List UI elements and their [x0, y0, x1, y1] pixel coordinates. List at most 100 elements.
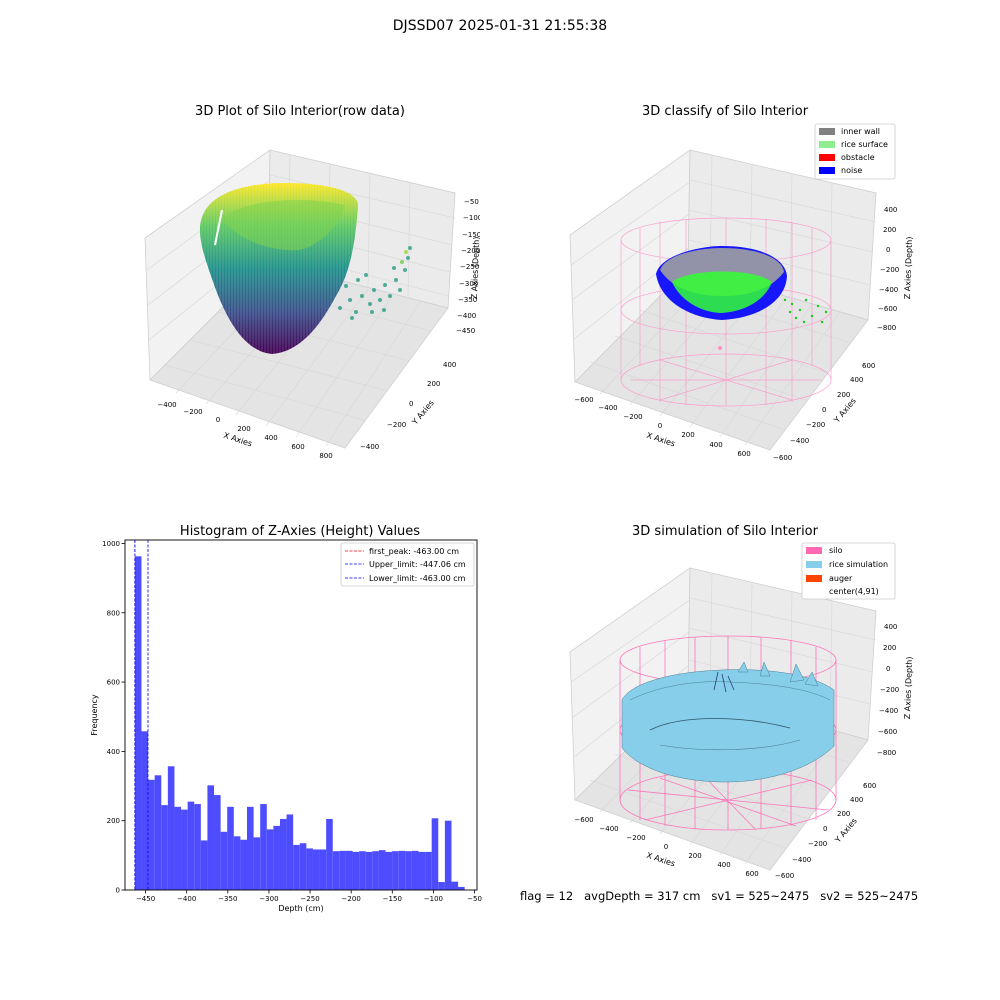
- histogram-bar: [227, 806, 234, 890]
- legend-label: Upper_limit: -447.06 cm: [369, 560, 466, 569]
- p4-ytick: −600: [775, 872, 794, 880]
- histogram-ytick-label: 200: [107, 817, 120, 825]
- histogram-ytick-label: 600: [107, 679, 120, 687]
- histogram-bar: [181, 809, 188, 890]
- legend-label: Lower_limit: -463.00 cm: [369, 574, 466, 583]
- p1-xtick: −200: [183, 408, 202, 416]
- legend-label: rice simulation: [829, 560, 888, 569]
- histogram-bars: [134, 556, 465, 890]
- histogram-bar: [260, 804, 267, 890]
- panel4-legend: silo rice simulation auger center(4,91): [801, 542, 896, 600]
- panel2-noise-points: [783, 298, 828, 324]
- histogram-bar: [200, 840, 208, 890]
- histogram-ytick-label: 400: [107, 748, 120, 756]
- p2-ztick: −400: [879, 286, 898, 294]
- p4-ztick: −200: [880, 686, 899, 694]
- p2-ztick: −800: [877, 324, 896, 332]
- p1-ztick: −150: [462, 231, 480, 239]
- histogram-bar: [359, 851, 366, 890]
- histogram-xlabel: Depth (cm): [278, 904, 323, 913]
- histogram-xtick-label: −200: [342, 895, 361, 903]
- p4-ytick: 200: [837, 810, 850, 818]
- histogram-bar: [398, 850, 406, 890]
- p4-xtick: 200: [688, 852, 701, 860]
- legend-swatch-silo: [806, 547, 822, 554]
- p2-ylabel: Y Axies: [832, 396, 858, 425]
- histogram-bar: [299, 843, 307, 890]
- histogram-ytick-label: 0: [116, 887, 120, 895]
- histogram-bar: [240, 839, 247, 890]
- p4-xtick: 0: [664, 843, 668, 851]
- status-line: flag = 12 avgDepth = 317 cm sv1 = 525~24…: [520, 889, 919, 903]
- p1-ztick: −350: [458, 296, 477, 304]
- histogram-bar: [293, 844, 300, 890]
- legend-label: center(4,91): [829, 587, 879, 596]
- p1-xtick: 400: [264, 434, 277, 442]
- histogram-frame: [124, 539, 478, 891]
- histogram-bar: [405, 851, 412, 890]
- p1-ztick: −450: [456, 327, 475, 335]
- histogram-bar: [411, 850, 419, 890]
- p1-ztick: −300: [459, 280, 478, 288]
- histogram-bar: [220, 831, 228, 890]
- p4-xtick: −400: [599, 825, 618, 833]
- p2-xtick: −600: [574, 396, 593, 404]
- p2-ytick: −200: [806, 421, 825, 429]
- p4-ytick: −200: [808, 840, 827, 848]
- histogram-bar: [458, 886, 465, 890]
- histogram-bar: [339, 850, 346, 890]
- histogram-xticks: −450 −400 −350 −300 −250 −200 −150 −100 −50: [136, 890, 482, 903]
- p4-xtick: −200: [626, 834, 645, 842]
- p2-ytick: 200: [837, 391, 850, 399]
- histogram-bar: [214, 795, 221, 890]
- panel2-title: 3D classify of Silo Interior: [641, 104, 809, 119]
- histogram-bar: [438, 882, 445, 890]
- histogram-xtick-label: −50: [467, 895, 482, 903]
- histogram-chart: −450 −400 −350 −300 −250 −200 −150 −100 −50 0 200…: [90, 539, 482, 913]
- legend-swatch-inner-wall: [819, 128, 835, 135]
- p2-ytick: 0: [822, 406, 826, 414]
- histogram-bar: [425, 851, 432, 890]
- legend-label: auger: [829, 574, 853, 583]
- histogram-xtick-label: −400: [177, 895, 196, 903]
- p2-xtick: −200: [623, 413, 642, 421]
- histogram-bar: [154, 775, 162, 890]
- p4-ylabel: Y Axies: [833, 816, 859, 845]
- p1-xtick: 800: [319, 452, 332, 460]
- histogram-bar: [246, 806, 254, 890]
- legend-label: obstacle: [841, 153, 875, 162]
- p1-ytick: 400: [443, 361, 456, 369]
- p4-ytick: 600: [863, 782, 876, 790]
- p2-ztick: −200: [880, 266, 899, 274]
- legend-swatch-center: [806, 588, 822, 595]
- p2-ztick: −600: [878, 305, 897, 313]
- p1-xtick: 200: [237, 425, 250, 433]
- p1-ztick: −250: [460, 263, 479, 271]
- p2-xlabel: X Axies: [645, 431, 676, 449]
- legend-swatch-noise: [819, 167, 835, 174]
- p2-ztick: 0: [886, 246, 890, 254]
- histogram-bar: [253, 837, 261, 890]
- p1-ztick: −400: [457, 312, 476, 320]
- p2-xtick: 400: [709, 441, 722, 449]
- p1-ztick: −100: [463, 214, 480, 222]
- p4-ztick: −600: [878, 728, 897, 736]
- p4-ztick: 0: [886, 665, 890, 673]
- legend-label: first_peak: -463.00 cm: [369, 547, 459, 556]
- histogram-bar: [345, 850, 353, 890]
- p1-xtick: −400: [157, 401, 176, 409]
- histogram-ytick-label: 800: [107, 609, 120, 617]
- p1-xtick: 600: [291, 443, 304, 451]
- p4-ytick: 0: [823, 825, 827, 833]
- p4-xlabel: X Axies: [645, 851, 676, 869]
- histogram-legend: first_peak: -463.00 cm Upper_limit: -447…: [340, 542, 475, 587]
- histogram-bar: [207, 785, 215, 890]
- p2-ytick: −600: [773, 454, 792, 462]
- p4-xtick: 600: [745, 870, 758, 878]
- p2-xtick: −400: [598, 404, 617, 412]
- histogram-bar: [365, 851, 373, 890]
- histogram-bar: [279, 818, 287, 890]
- histogram-bar: [134, 556, 142, 890]
- p4-ytick: 400: [850, 796, 863, 804]
- p2-ztick: 200: [883, 226, 896, 234]
